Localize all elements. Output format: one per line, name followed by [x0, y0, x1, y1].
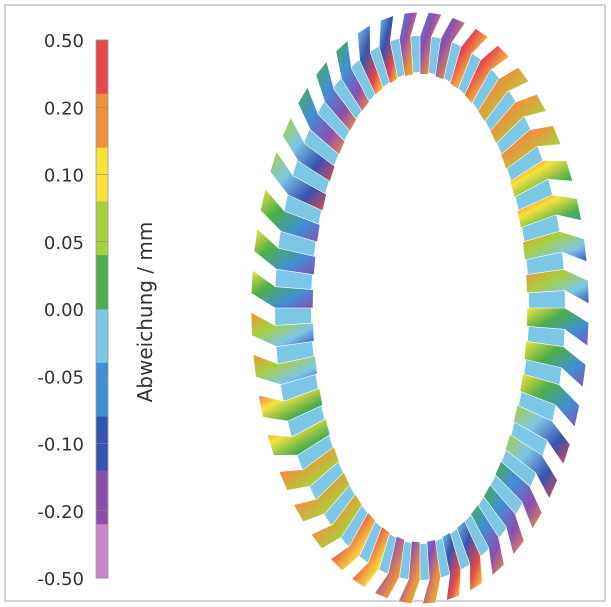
- tick-label: -0.05: [37, 367, 84, 388]
- color-band: [96, 524, 108, 578]
- figure: 0.50 0.20 0.10 0.05 0.00 -0.05 -0.10 -0.20 -0.50…: [0, 0, 611, 607]
- tick-label: -0.50: [37, 569, 84, 590]
- tick-label: 0.20: [44, 98, 84, 119]
- color-band: [96, 201, 108, 255]
- colorbar: 0.50 0.20 0.10 0.05 0.00 -0.05 -0.10 -0.20 -0.50: [37, 31, 108, 590]
- color-band: [96, 363, 108, 417]
- tick-label: -0.20: [37, 502, 84, 523]
- tick-label: 0.05: [44, 233, 84, 254]
- tick-label: -0.10: [37, 435, 84, 456]
- color-band: [96, 40, 108, 94]
- tick-label: 0.50: [44, 31, 84, 52]
- color-band: [96, 255, 108, 309]
- colorbar-label: Abweichung / mm: [133, 222, 157, 403]
- color-band: [96, 94, 108, 148]
- color-band: [96, 470, 108, 524]
- tick-label: 0.00: [44, 300, 84, 321]
- color-band: [96, 309, 108, 363]
- tick-label: 0.10: [44, 166, 84, 187]
